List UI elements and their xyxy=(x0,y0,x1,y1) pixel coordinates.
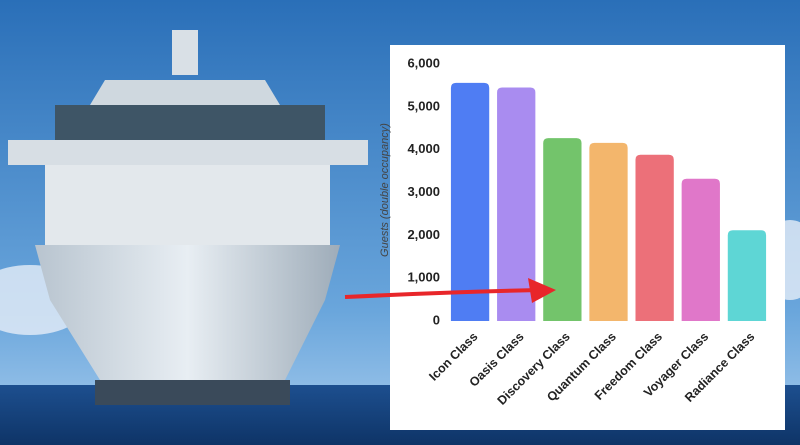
chart-panel xyxy=(390,45,785,430)
y-tick-label: 2,000 xyxy=(407,227,440,242)
ship-cabins xyxy=(45,165,330,245)
arrow xyxy=(344,278,556,303)
arrow-shaft xyxy=(344,288,541,299)
ship xyxy=(8,30,368,405)
chart: Guests (double occupancy) 0 1,000 2,000 3,0… xyxy=(379,55,767,408)
ship-mast xyxy=(172,30,198,75)
arrow-head xyxy=(528,278,556,303)
bar xyxy=(727,230,767,321)
y-tick-label: 1,000 xyxy=(407,270,440,285)
ship-bridge xyxy=(90,80,280,105)
bar xyxy=(589,142,628,321)
ship-glass xyxy=(55,105,325,140)
bar xyxy=(681,178,720,321)
bar xyxy=(497,87,536,321)
y-tick-label: 6,000 xyxy=(407,55,440,70)
y-tick-label: 0 xyxy=(433,312,440,327)
y-tick-label: 5,000 xyxy=(407,98,440,113)
ship-waterline xyxy=(95,380,290,405)
ship-deck xyxy=(8,140,368,165)
bar xyxy=(543,138,582,321)
y-tick-label: 4,000 xyxy=(407,141,440,156)
y-axis-label: Guests (double occupancy) xyxy=(379,123,391,257)
bar xyxy=(635,154,674,321)
y-tick-label: 3,000 xyxy=(407,184,440,199)
ship-hull xyxy=(35,245,340,380)
bar xyxy=(450,82,490,321)
